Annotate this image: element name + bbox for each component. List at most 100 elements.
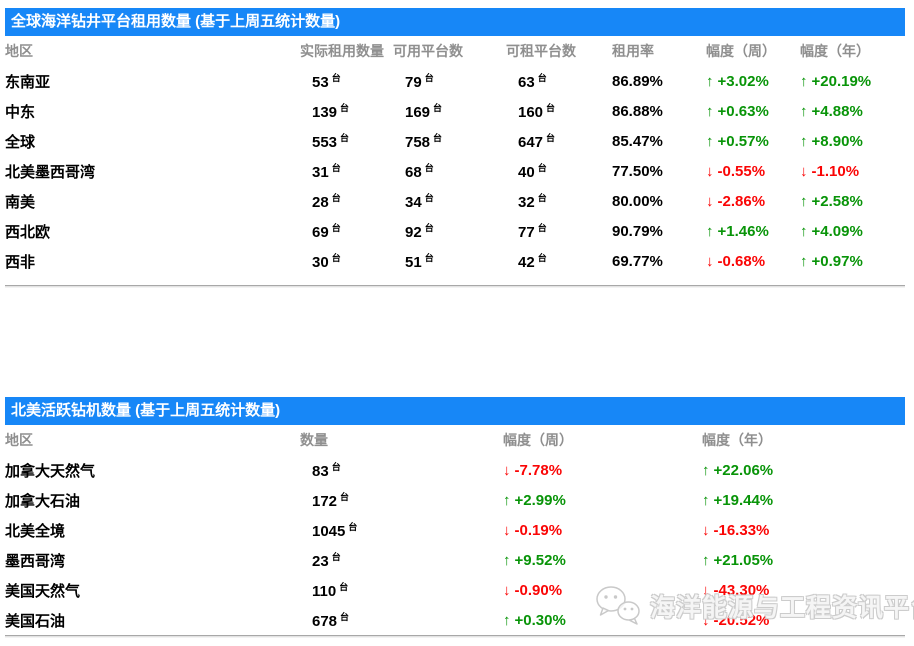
change-value: +0.97% (811, 252, 863, 270)
unit-label: 台 (331, 193, 341, 203)
rentable-count-cell: 160 台 (506, 101, 612, 121)
count-value: 68 (405, 164, 422, 181)
rentable-count-cell: 647 台 (506, 131, 612, 151)
count-value: 1045 (312, 523, 346, 540)
rented-count-cell: 69 台 (300, 221, 393, 241)
available-count-cell: 51 台 (393, 251, 506, 271)
change-value: +0.30% (514, 611, 566, 629)
unit-label: 台 (331, 462, 341, 472)
count-value: 83 (312, 463, 329, 480)
table-bottom-divider (5, 635, 905, 638)
column-header: 幅度（周） (706, 43, 776, 59)
unit-label: 台 (537, 163, 547, 173)
trend-down-arrow: ↓ (706, 252, 714, 270)
year-change-cell: ↑ +4.09% (800, 223, 905, 240)
rental-rate-cell: 77.50% (612, 162, 663, 180)
rentable-count-cell: 63 台 (506, 71, 612, 91)
count-value: 42 (518, 254, 535, 271)
rentable-count-cell: 42 台 (506, 251, 612, 271)
rental-rate-cell: 69.77% (612, 252, 663, 270)
count-value: 553 (312, 134, 338, 151)
column-header: 租用率 (612, 43, 654, 59)
unit-label: 台 (424, 73, 434, 83)
count-value: 51 (405, 254, 422, 271)
trend-up-arrow: ↑ (702, 551, 710, 569)
available-count-cell: 169 台 (393, 101, 506, 121)
change-value: -0.90% (514, 581, 563, 599)
year-change-cell: ↑ +4.88% (800, 103, 905, 120)
count-value: 31 (312, 164, 329, 181)
change-value: -1.10% (811, 162, 860, 180)
change-value: -43.30% (713, 581, 770, 599)
unit-label: 台 (424, 223, 434, 233)
change-value: +0.63% (717, 102, 769, 120)
column-header: 幅度（周） (503, 432, 573, 448)
unit-label: 台 (537, 253, 547, 263)
unit-label: 台 (433, 103, 443, 113)
count-value: 40 (518, 164, 535, 181)
unit-label: 台 (340, 133, 350, 143)
year-change-cell: ↓ -16.33% (702, 522, 905, 539)
count-value: 758 (405, 134, 431, 151)
week-change-cell: ↓ -7.78% (503, 462, 702, 479)
rig-count-cell: 678 台 (300, 610, 503, 630)
count-value: 34 (405, 194, 422, 211)
count-value: 110 (312, 583, 337, 600)
trend-down-arrow: ↓ (800, 162, 808, 180)
count-value: 69 (312, 224, 329, 241)
trend-up-arrow: ↑ (706, 72, 714, 90)
table-row: 北美全境 1045 台 ↓ -0.19% ↓ -16.33% (5, 515, 905, 545)
trend-up-arrow: ↑ (800, 102, 808, 120)
rental-rate-cell: 86.88% (612, 102, 663, 120)
count-value: 678 (312, 613, 338, 630)
column-header-row: 地区 实际租用数量 可用平台数 可租平台数 租用率 幅度（周） 幅度（年） (5, 36, 905, 66)
available-count-cell: 79 台 (393, 71, 506, 91)
column-header: 地区 (5, 432, 33, 448)
change-value: +8.90% (811, 132, 863, 150)
rig-count-cell: 172 台 (300, 490, 503, 510)
count-value: 92 (405, 224, 422, 241)
column-header: 幅度（年） (702, 432, 772, 448)
change-value: +21.05% (713, 551, 774, 569)
week-change-cell: ↑ +0.63% (706, 103, 800, 120)
count-value: 23 (312, 553, 329, 570)
count-value: 169 (405, 104, 431, 121)
unit-label: 台 (546, 133, 556, 143)
rentable-count-cell: 77 台 (506, 221, 612, 241)
table-body: 地区 实际租用数量 可用平台数 可租平台数 租用率 幅度（周） 幅度（年） 东南亚 53 台 79 台… (5, 36, 905, 276)
region-cell: 墨西哥湾 (5, 552, 66, 570)
count-value: 139 (312, 104, 338, 121)
north-america-active-rig-table: 北美活跃钻机数量 (基于上周五统计数量) 地区 数量 幅度（周） 幅度（年） 加拿大天然… (5, 397, 905, 638)
year-change-cell: ↑ +0.97% (800, 253, 905, 270)
table-row: 中东 139 台 169 台 160 台 86.88% ↑ +0.63% ↑ +4.88% (5, 96, 905, 126)
unit-label: 台 (340, 612, 350, 622)
rig-count-cell: 110 台 (300, 580, 503, 600)
week-change-cell: ↓ -0.68% (706, 253, 800, 270)
unit-label: 台 (331, 73, 341, 83)
region-cell: 加拿大石油 (5, 492, 81, 510)
trend-up-arrow: ↑ (503, 551, 511, 569)
change-value: -16.33% (713, 521, 770, 539)
unit-label: 台 (340, 492, 350, 502)
week-change-cell: ↓ -0.55% (706, 163, 800, 180)
trend-up-arrow: ↑ (800, 222, 808, 240)
rented-count-cell: 553 台 (300, 131, 393, 151)
week-change-cell: ↑ +3.02% (706, 73, 800, 90)
unit-label: 台 (433, 133, 443, 143)
year-change-cell: ↑ +22.06% (702, 462, 905, 479)
count-value: 30 (312, 254, 329, 271)
change-value: -0.68% (717, 252, 766, 270)
rented-count-cell: 53 台 (300, 71, 393, 91)
region-cell: 加拿大天然气 (5, 462, 96, 480)
week-change-cell: ↓ -0.90% (503, 582, 702, 599)
region-cell: 北美墨西哥湾 (5, 163, 96, 181)
global-offshore-rig-rental-table: 全球海洋钻井平台租用数量 (基于上周五统计数量) 地区 实际租用数量 可用平台数 可租… (5, 8, 905, 288)
column-header: 地区 (5, 43, 33, 59)
trend-up-arrow: ↑ (800, 132, 808, 150)
region-cell: 西非 (5, 253, 36, 271)
region-cell: 美国天然气 (5, 582, 81, 600)
rentable-count-cell: 32 台 (506, 191, 612, 211)
region-cell: 西北欧 (5, 223, 51, 241)
region-cell: 北美全境 (5, 522, 66, 540)
table-row: 西非 30 台 51 台 42 台 69.77% ↓ -0.68% ↑ +0.97% (5, 246, 905, 276)
